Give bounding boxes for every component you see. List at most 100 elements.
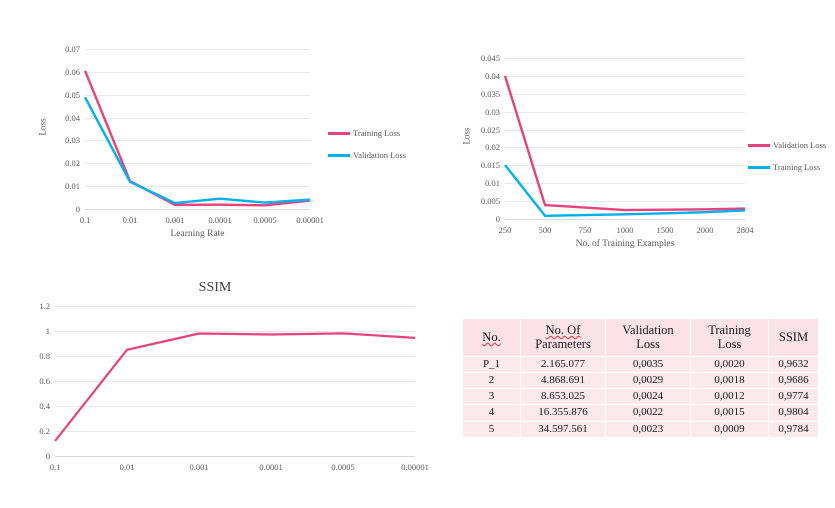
legend-color-swatch-icon [328,153,350,157]
y-axis-tick-label: 0.03 [65,135,80,146]
table-cell-validation-loss: 0,0023 [605,420,691,438]
y-axis-tick-label: 0.02 [65,158,80,169]
gridline [85,49,310,50]
gridline [85,140,310,142]
x-axis-tick-label: 2804 [736,225,754,235]
table-cell-no: 2 [462,371,521,390]
gridline [505,147,745,149]
x-axis-tick-label: 0.0005 [331,462,355,472]
table-cell-no: 5 [462,420,521,438]
chart2-y-axis-title: Loss [461,127,472,145]
x-axis-tick-label: 1000 [616,225,634,235]
gridline [505,75,745,77]
chart-loss-vs-training-examples: 0 0.005 0.01 0.015 0.02 0.025 0.03 0.035 0.04 0.0… [450,0,835,265]
x-axis-tick-label: 0.1 [49,462,61,472]
series-line [54,332,416,442]
table-header-no-text: No. [482,330,501,345]
y-axis-tick-label: 0.02 [485,142,500,153]
x-axis-tick-label: 0.001 [165,215,185,225]
x-axis-line [55,456,415,457]
chart-series-layer [54,332,416,442]
legend-label: Training Loss [773,162,821,172]
gridline [85,163,310,165]
gridline [505,129,745,131]
chart-loss-vs-learning-rate: 0 0.01 0.02 0.03 0.04 0.05 0.06 0.07 0.1 0.01 0.00… [0,0,450,260]
table-row: 5 34.597.561 0,0023 0,0009 0,9784 [462,420,819,438]
series-line [83,96,311,205]
x-axis-tick-label: 750 [578,225,592,235]
gridline [85,117,310,119]
legend-item: Validation Loss [328,150,406,160]
table-cell-validation-loss: 0,0029 [605,371,691,390]
x-axis-tick-label: 0.0001 [259,462,283,472]
results-table-wrapper: No. No. Of Parameters Validation Loss Tr… [462,318,819,438]
legend-label: Training Loss [353,128,401,138]
x-axis-tick-label: 0.0001 [208,215,232,225]
chart1-legend: Training Loss Validation Loss [328,128,406,172]
x-axis-tick-label: 250 [498,225,512,235]
table-cell-training-loss: 0,0009 [690,420,769,438]
table-cell-no: 3 [462,388,521,406]
y-axis-tick-label: 0.05 [65,89,80,100]
gridline [85,71,310,73]
legend-item: Training Loss [748,162,826,172]
y-axis-tick-label: 0.015 [480,160,500,171]
chart-series-layer [503,75,746,217]
x-axis-tick-label: 0.01 [122,215,138,225]
gridline [85,186,310,188]
table-header-training-loss: Training Loss [690,318,769,357]
y-axis-tick-label: 0.025 [480,124,500,135]
legend-item: Training Loss [328,128,406,138]
table-header-no-of-parameters: No. Of Parameters [520,318,606,357]
table-cell-ssim: 0,9686 [768,371,819,390]
x-axis-tick-label: 0.00001 [401,462,429,472]
table-cell-params: 4.868.691 [520,371,606,390]
table-cell-ssim: 0,9784 [768,420,819,438]
table-cell-validation-loss: 0,0022 [605,404,691,422]
chart3-title: SSIM [198,280,232,295]
table-header-parameters-text: Parameters [535,337,591,352]
y-axis-tick-label: 1.2 [39,301,50,311]
chart3-plot-area: 0 0.2 0.4 0.6 0.8 1 1.2 0.1 0.01 0.001 0.0001 0.000… [39,301,428,472]
y-axis-tick-label: 0 [495,214,500,224]
legend-label: Validation Loss [353,150,407,160]
x-axis-line [85,209,310,210]
chart1-y-axis-title: Loss [37,118,48,136]
table-cell-validation-loss: 0,0024 [605,388,691,406]
table-header-row: No. No. Of Parameters Validation Loss Tr… [462,318,819,357]
table-cell-no: P_1 [462,355,521,373]
y-axis-tick-label: 0.045 [480,53,500,63]
gridline [505,111,745,113]
legend-item: Validation Loss [748,140,826,150]
chart2-legend: Validation Loss Training Loss [748,140,826,184]
gridline [55,331,415,332]
table-cell-training-loss: 0,0020 [690,355,769,373]
table-cell-ssim: 0,9632 [768,355,819,373]
x-axis-title: No. of Training Examples [575,239,675,249]
x-axis-title: Learning Rate [170,229,225,239]
x-axis-tick-label: 500 [538,225,552,235]
legend-color-swatch-icon [748,165,770,169]
y-axis-tick-label: 0.03 [485,106,500,117]
results-table: No. No. Of Parameters Validation Loss Tr… [462,318,819,438]
table-cell-params: 16.355.876 [520,404,606,422]
series-line [504,164,746,217]
chart-series-layer [83,70,311,207]
chart2-plot-area: 0 0.005 0.01 0.015 0.02 0.025 0.03 0.035 0.04 0.0… [481,53,754,249]
x-axis-tick-label: 0.00001 [296,215,324,225]
table-cell-no: 4 [462,404,521,422]
gridline [505,58,745,59]
y-axis-tick-label: 0.04 [65,112,80,123]
x-axis-tick-label: 1500 [656,225,674,235]
y-axis-tick-label: 0 [75,204,80,214]
table-row: P_1 2.165.077 0,0035 0,0020 0,9632 [462,355,819,373]
gridline [85,94,310,96]
table-cell-training-loss: 0,0015 [690,404,769,422]
y-axis-tick-label: 0.005 [480,196,500,207]
gridline [55,431,415,432]
table-cell-training-loss: 0,0012 [690,388,769,406]
gridline [505,201,745,203]
legend-label: Validation Loss [773,140,827,150]
x-axis-tick-label: 0.1 [79,215,91,225]
x-axis-tick-label: 0.001 [189,462,209,472]
